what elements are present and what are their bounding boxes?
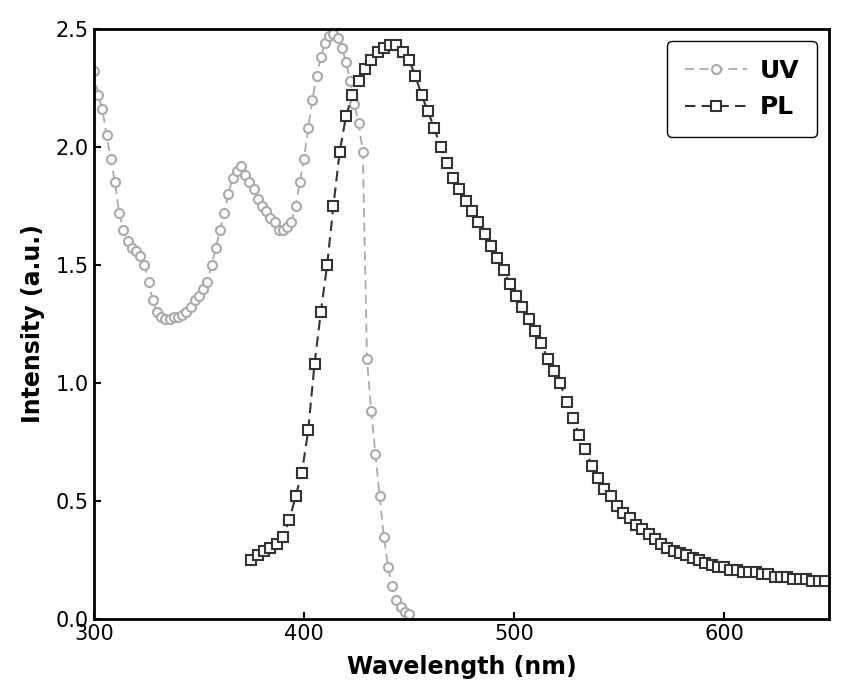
PL <box>820 578 830 586</box>
Line: PL: PL <box>246 41 830 587</box>
Line: UV: UV <box>89 29 414 619</box>
PL <box>246 556 257 564</box>
UV <box>328 29 338 38</box>
UV <box>89 67 99 76</box>
UV <box>345 76 355 85</box>
PL <box>713 563 723 571</box>
PL <box>808 578 818 586</box>
UV <box>252 195 263 203</box>
UV <box>291 202 301 210</box>
PL <box>732 566 742 574</box>
UV <box>118 225 128 234</box>
PL <box>675 549 685 557</box>
Y-axis label: Intensity (a.u.): Intensity (a.u.) <box>21 225 45 424</box>
PL <box>706 561 717 569</box>
UV <box>404 610 414 619</box>
UV <box>198 284 208 293</box>
X-axis label: Wavelength (nm): Wavelength (nm) <box>347 655 576 679</box>
PL <box>385 41 395 50</box>
Legend: UV, PL: UV, PL <box>667 41 817 136</box>
PL <box>593 473 604 482</box>
PL <box>700 559 711 567</box>
UV <box>299 155 309 163</box>
